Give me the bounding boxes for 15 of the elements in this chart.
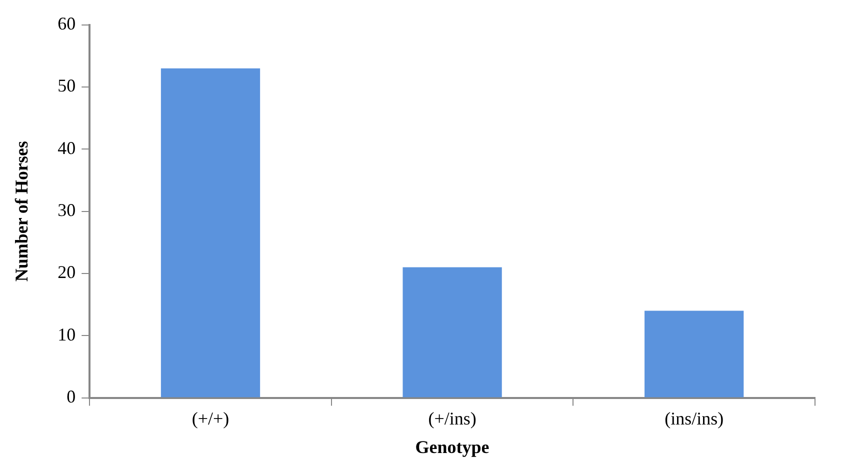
bar bbox=[160, 68, 260, 398]
y-tick-label: 0 bbox=[66, 386, 76, 407]
y-tick-label: 40 bbox=[58, 138, 76, 158]
y-tick-label: 60 bbox=[58, 14, 76, 34]
y-tick-label: 30 bbox=[58, 200, 76, 220]
x-tick-label: (+/+) bbox=[192, 408, 230, 428]
y-tick-label: 10 bbox=[58, 324, 76, 344]
bar bbox=[402, 267, 502, 398]
y-tick-label: 20 bbox=[58, 262, 76, 282]
x-axis-title: Genotype bbox=[415, 436, 490, 457]
y-tick-label: 50 bbox=[58, 76, 76, 96]
y-axis-title: Number of Horses bbox=[11, 140, 32, 282]
x-tick-label: (+/ins) bbox=[428, 408, 476, 428]
bar bbox=[644, 310, 744, 398]
x-tick-label: (ins/ins) bbox=[664, 408, 724, 428]
